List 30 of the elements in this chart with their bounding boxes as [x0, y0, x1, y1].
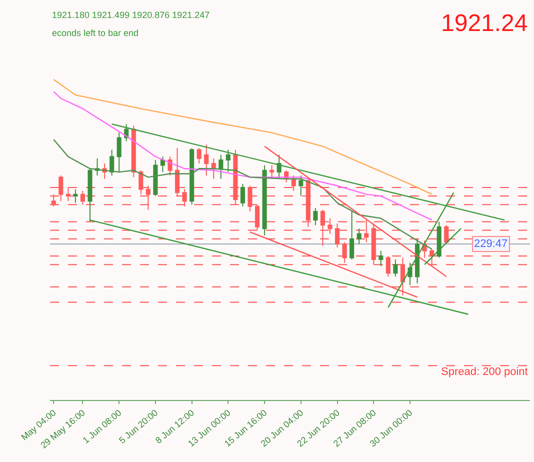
- text: Spread: 200 point: [441, 366, 528, 378]
- text: 1921.24: [441, 10, 528, 37]
- candlestick: [204, 144, 209, 176]
- candlestick: [350, 210, 354, 260]
- candlestick: [153, 160, 158, 197]
- candlestick: [313, 208, 318, 226]
- annotation: 229:47: [474, 238, 508, 250]
- candlestick: [218, 154, 224, 180]
- text: econds left to bar end: [52, 28, 139, 38]
- candlestick: [270, 164, 274, 180]
- candlestick: [262, 164, 267, 236]
- candlestick: [393, 258, 398, 278]
- candlestick: [276, 154, 282, 180]
- candlestick: [168, 156, 172, 176]
- candlestick: [298, 174, 304, 197]
- text: 1921.180 1921.499 1920.876 1921.247: [52, 10, 210, 20]
- candlestick: [110, 149, 114, 176]
- candlestick: [116, 132, 122, 173]
- candlestick: [356, 228, 362, 245]
- candlestick: [408, 262, 412, 286]
- candlestick: [190, 148, 194, 206]
- candlestick: [131, 125, 136, 178]
- candlestick: [196, 148, 202, 164]
- candlestick: [73, 188, 78, 204]
- candlestick: [160, 156, 166, 173]
- candlestick: [211, 158, 216, 180]
- candlestick: [414, 238, 420, 284]
- candlestick: [378, 250, 384, 267]
- candlestick: [226, 149, 230, 173]
- candlestick: [240, 184, 246, 207]
